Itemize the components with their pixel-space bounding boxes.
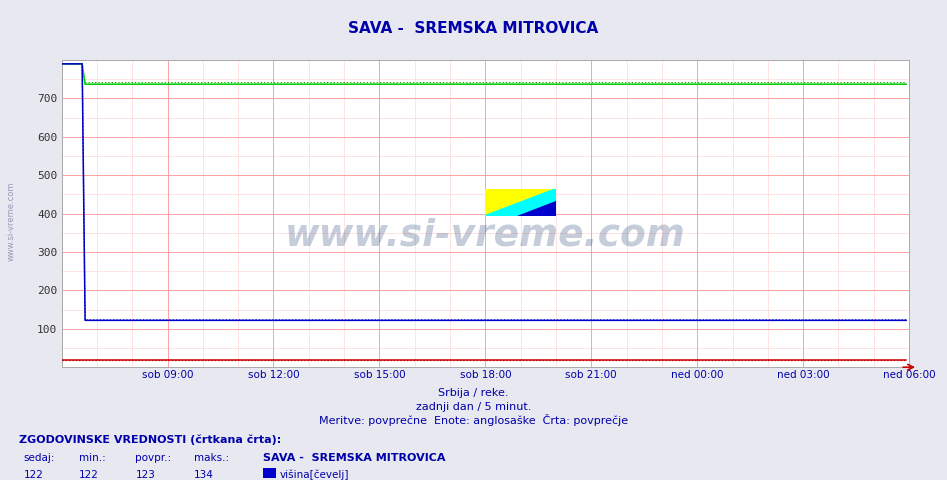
Text: povpr.:: povpr.: bbox=[135, 453, 171, 463]
Text: 122: 122 bbox=[24, 470, 44, 480]
Polygon shape bbox=[517, 201, 556, 216]
Text: sedaj:: sedaj: bbox=[24, 453, 55, 463]
Text: 122: 122 bbox=[79, 470, 98, 480]
Text: SAVA -  SREMSKA MITROVICA: SAVA - SREMSKA MITROVICA bbox=[263, 453, 446, 463]
Text: višina[čevelj]: višina[čevelj] bbox=[279, 470, 348, 480]
Text: min.:: min.: bbox=[79, 453, 105, 463]
Text: ZGODOVINSKE VREDNOSTI (črtkana črta):: ZGODOVINSKE VREDNOSTI (črtkana črta): bbox=[19, 434, 281, 445]
Text: Srbija / reke.: Srbija / reke. bbox=[438, 388, 509, 398]
Polygon shape bbox=[485, 189, 556, 216]
Text: 134: 134 bbox=[194, 470, 214, 480]
Text: zadnji dan / 5 minut.: zadnji dan / 5 minut. bbox=[416, 402, 531, 412]
Polygon shape bbox=[485, 189, 556, 216]
Text: Meritve: povprečne  Enote: anglosaške  Črta: povprečje: Meritve: povprečne Enote: anglosaške Črt… bbox=[319, 414, 628, 426]
Text: maks.:: maks.: bbox=[194, 453, 229, 463]
Text: SAVA -  SREMSKA MITROVICA: SAVA - SREMSKA MITROVICA bbox=[348, 21, 599, 36]
Text: www.si-vreme.com: www.si-vreme.com bbox=[7, 181, 16, 261]
Text: www.si-vreme.com: www.si-vreme.com bbox=[285, 217, 686, 253]
Text: 123: 123 bbox=[135, 470, 155, 480]
